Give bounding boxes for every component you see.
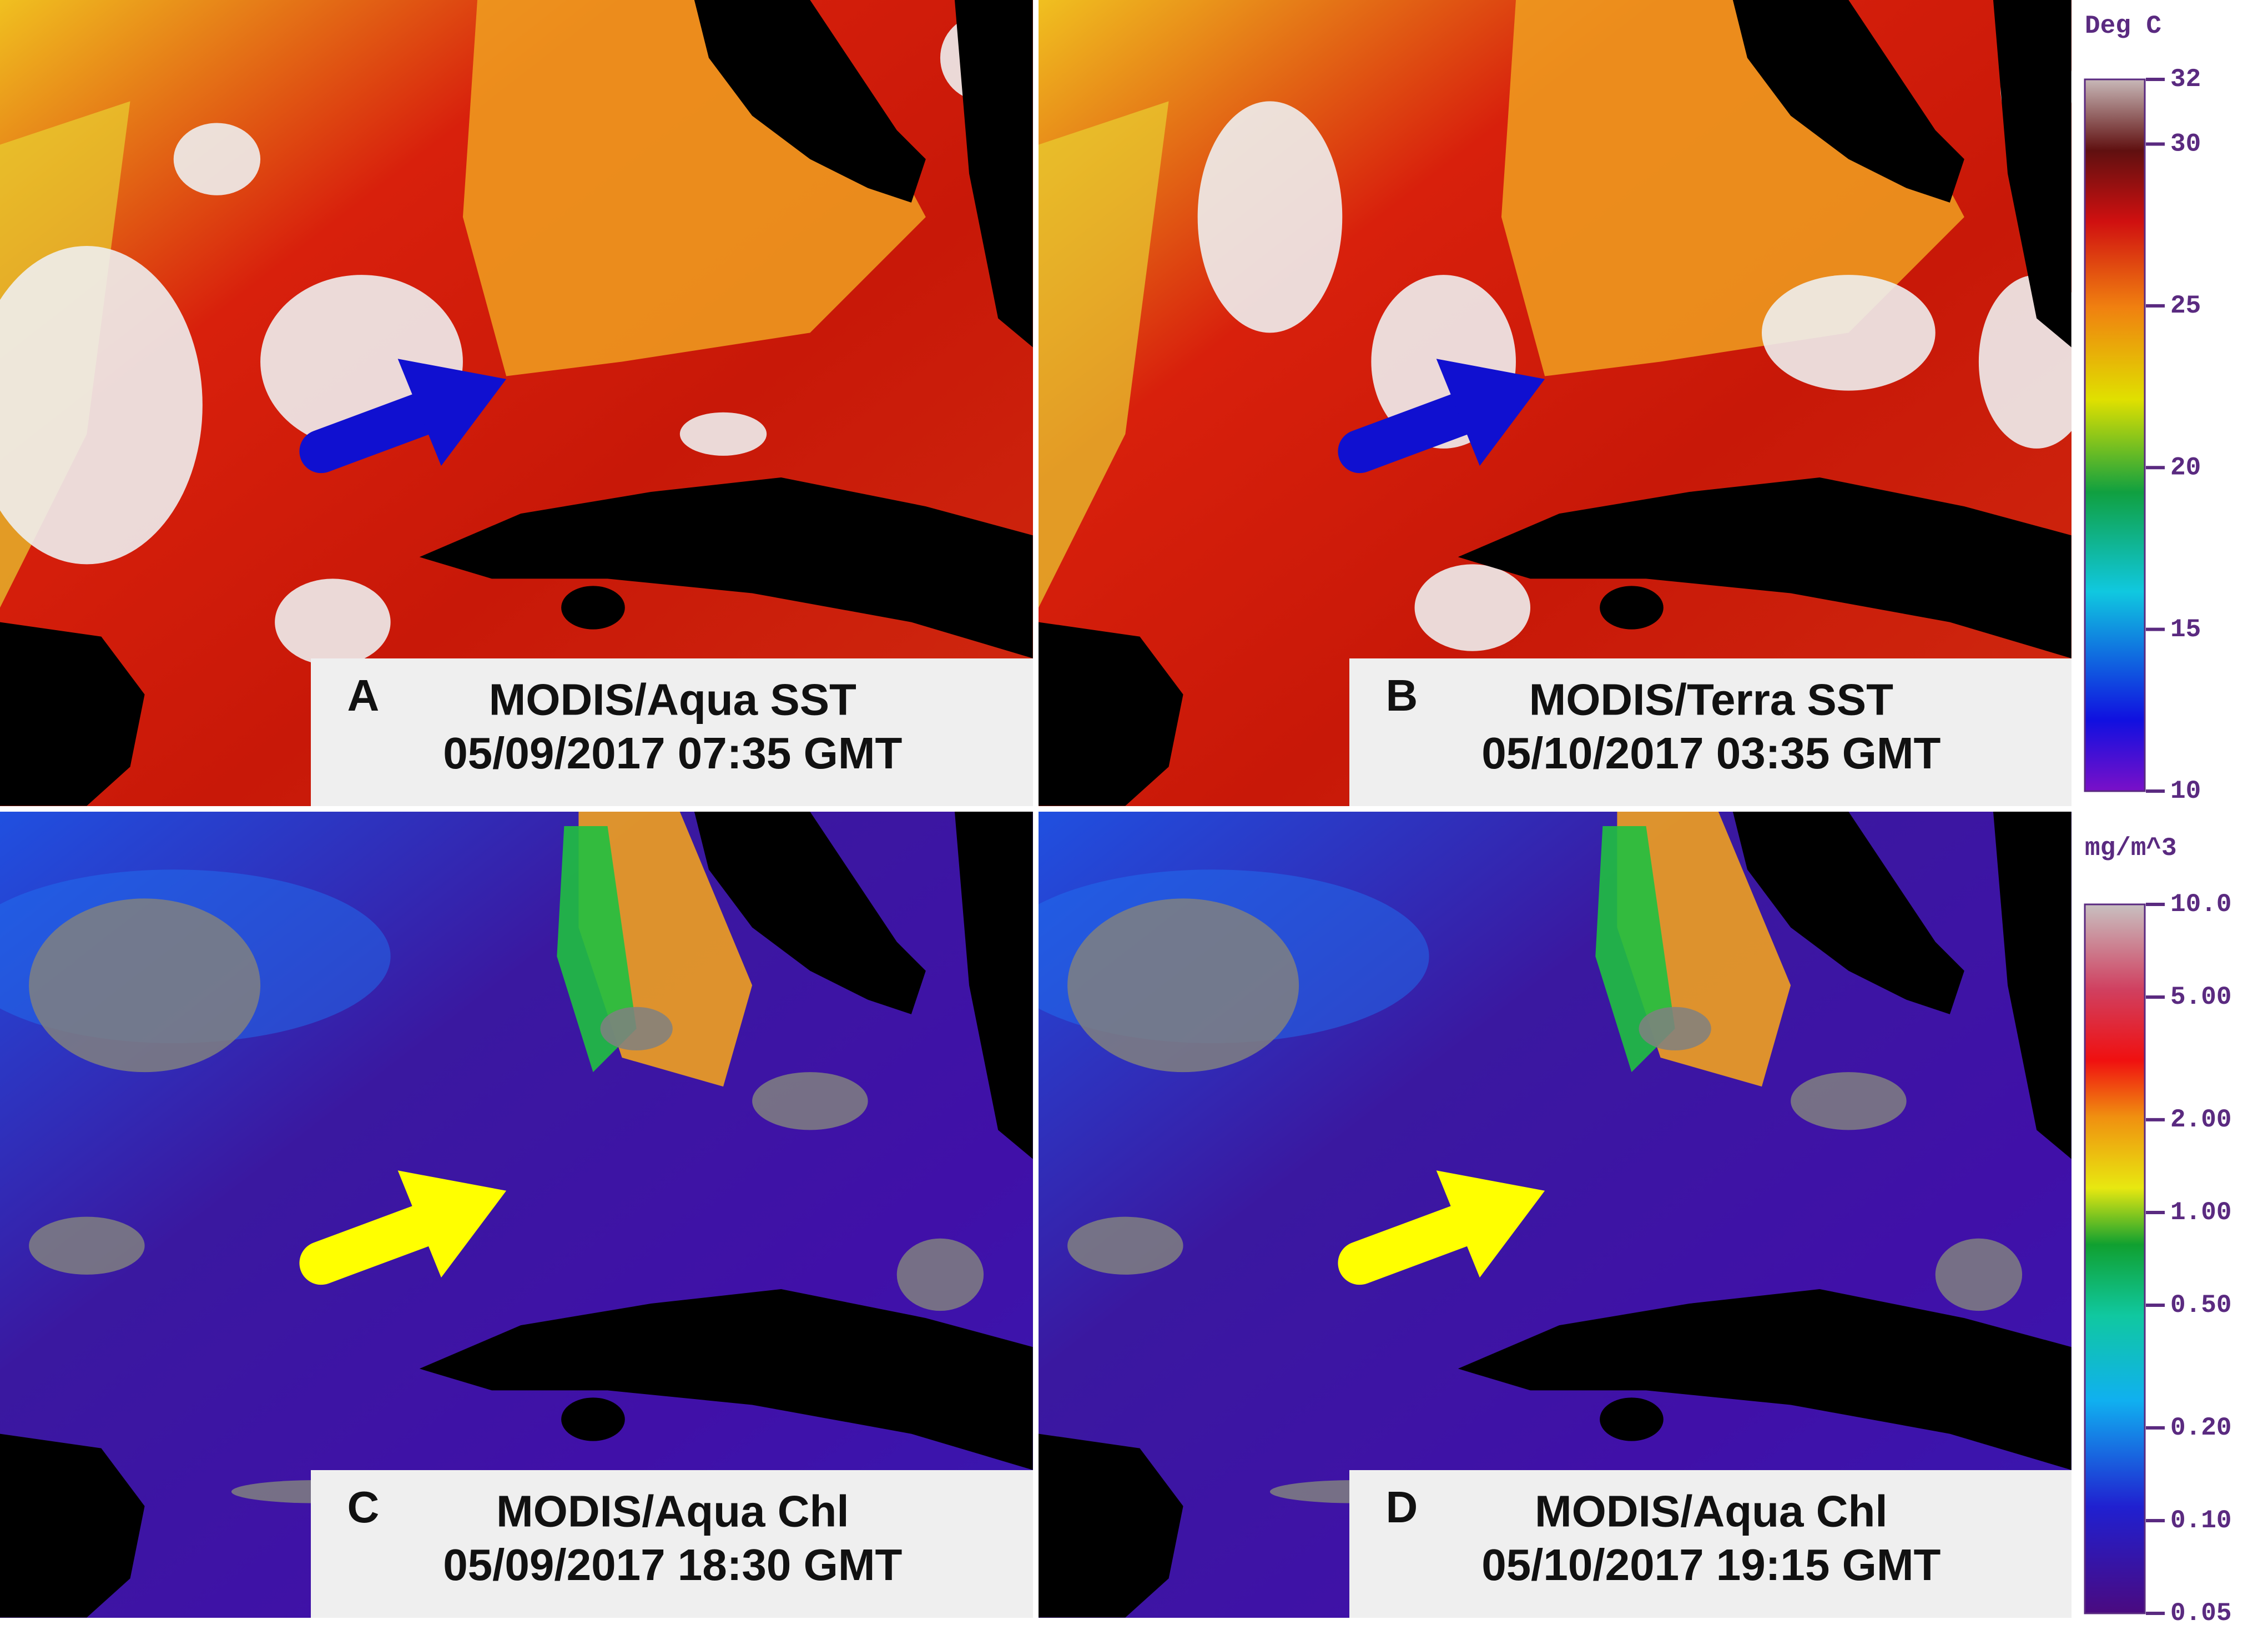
colorbar-tick-label: 0.10 — [2170, 1506, 2231, 1535]
panel-title: MODIS/Aqua Chl — [1535, 1487, 1888, 1536]
cool-west — [1039, 101, 1169, 608]
no-data — [752, 1072, 868, 1130]
arrow-shaft — [299, 388, 456, 474]
no-data — [896, 1238, 984, 1311]
colorbar-tick-label: 2.00 — [2170, 1105, 2231, 1134]
land-cuba — [419, 477, 1033, 658]
map-image — [0, 0, 1033, 806]
arrow-head — [397, 1170, 507, 1278]
panel-title: MODIS/Aqua Chl — [496, 1487, 849, 1536]
panel-time: 05/10/2017 19:15 GMT — [1481, 1540, 1941, 1589]
arrow-head — [397, 359, 507, 466]
colorbar-ramp — [2084, 903, 2146, 1614]
land-isle — [561, 586, 625, 630]
panel-letter: A — [347, 671, 379, 720]
colorbar: mg/m^3 10.0 5.00 2.00 1.00 0.50 0.20 0.10 0.05 — [2084, 834, 2231, 1628]
map-image — [1039, 0, 2072, 806]
colorbar-tick-label: 30 — [2170, 130, 2201, 159]
arrow-shaft — [299, 1199, 456, 1285]
map-image — [0, 812, 1033, 1618]
land-bahamas — [954, 0, 1033, 348]
cloud — [1414, 564, 1531, 651]
arrow-shaft — [1338, 1199, 1494, 1285]
colorbar-tick-label: 15 — [2170, 615, 2201, 644]
no-data — [1067, 898, 1299, 1073]
land-cuba — [419, 1289, 1033, 1470]
land-florida — [694, 812, 926, 1014]
colorbar-tick-label: 32 — [2170, 65, 2201, 94]
no-data — [1639, 1007, 1711, 1050]
colorbar-tick-label: 10 — [2170, 777, 2201, 806]
panel-letter: C — [347, 1482, 379, 1532]
arrow-head — [1436, 359, 1545, 466]
colorbar-unit: Deg C — [2085, 12, 2161, 41]
arrow-head — [1436, 1170, 1545, 1278]
colorbar-tick-label: 0.20 — [2170, 1413, 2231, 1442]
panel-time: 05/09/2017 07:35 GMT — [443, 728, 902, 778]
label-box — [311, 658, 1033, 806]
no-data — [600, 1007, 673, 1050]
colorbar-unit: mg/m^3 — [2085, 834, 2177, 863]
panel-letter: D — [1385, 1482, 1418, 1532]
colorbar-tick-label: 5.00 — [2170, 983, 2231, 1012]
panel-title: MODIS/Aqua SST — [489, 675, 856, 725]
land-yucatan — [1039, 622, 1183, 806]
land-isle — [1600, 1397, 1664, 1441]
panel-letter: B — [1385, 671, 1418, 720]
colorbar: Deg C 32 30 25 20 15 10 — [2084, 12, 2201, 806]
label-box — [1349, 1470, 2072, 1618]
land-cuba — [1458, 477, 2072, 658]
label-box — [1349, 658, 2072, 806]
land-florida — [694, 0, 926, 203]
land-yucatan — [1039, 1433, 1183, 1618]
colorbar-tick-label: 10.0 — [2170, 890, 2231, 919]
no-data — [1067, 1216, 1183, 1275]
no-data — [29, 1216, 145, 1275]
colorbar-ramp — [2084, 78, 2146, 792]
no-data — [1791, 1072, 1907, 1130]
cloud — [173, 123, 261, 195]
cloud — [679, 412, 767, 456]
land-yucatan — [0, 622, 145, 806]
cloud — [275, 578, 391, 666]
panel-title: MODIS/Terra SST — [1529, 675, 1894, 725]
panel-time: 05/09/2017 18:30 GMT — [443, 1540, 902, 1589]
cloud — [0, 246, 203, 565]
panel-time: 05/10/2017 03:35 GMT — [1481, 728, 1941, 778]
land-bahamas — [1993, 812, 2072, 1159]
land-florida — [1732, 812, 1964, 1014]
cloud — [1197, 101, 1343, 333]
land-bahamas — [954, 812, 1033, 1159]
land-yucatan — [0, 1433, 145, 1618]
no-data — [1935, 1238, 2023, 1311]
colorbar-tick-label: 20 — [2170, 453, 2201, 482]
no-data — [29, 898, 261, 1073]
label-box — [311, 1470, 1033, 1618]
cloud — [1762, 275, 1936, 391]
land-bahamas — [1993, 0, 2072, 348]
arrow-shaft — [1338, 388, 1494, 474]
land-isle — [1600, 586, 1664, 630]
colorbar-tick-label: 0.50 — [2170, 1291, 2231, 1320]
colorbar-tick-label: 1.00 — [2170, 1198, 2231, 1227]
land-isle — [561, 1397, 625, 1441]
land-florida — [1732, 0, 1964, 203]
colorbar-tick-label: 0.05 — [2170, 1599, 2231, 1628]
colorbar-tick-label: 25 — [2170, 291, 2201, 320]
land-cuba — [1458, 1289, 2072, 1470]
